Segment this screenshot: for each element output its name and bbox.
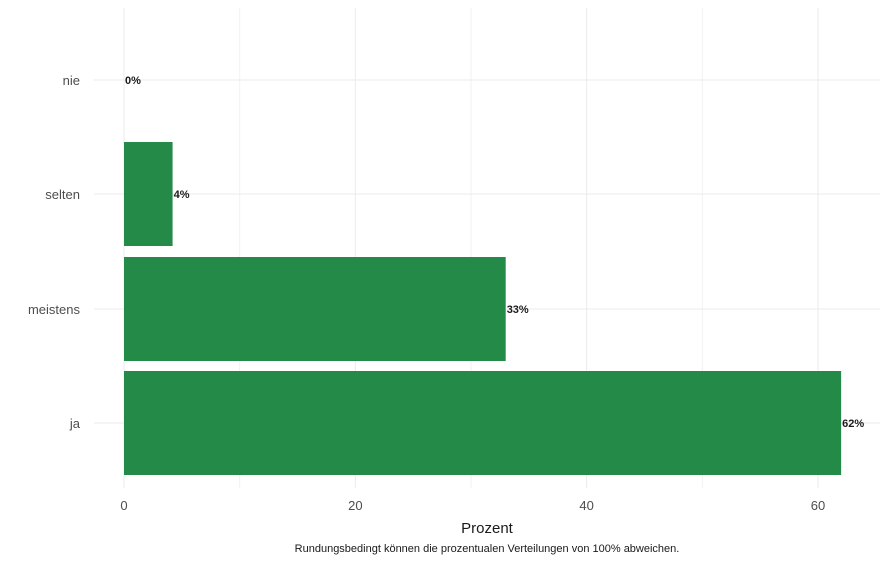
bar-labels: 0% 4% 33% 62% <box>125 75 864 430</box>
y-tick-label-selten: selten <box>45 187 80 202</box>
y-axis-tick-labels: nie selten meistens ja <box>28 73 81 431</box>
bar-selten <box>124 142 173 246</box>
bar-meistens <box>124 257 506 361</box>
y-tick-label-nie: nie <box>63 73 80 88</box>
x-tick-label: 20 <box>348 498 362 513</box>
x-tick-label: 60 <box>811 498 825 513</box>
bar-label-selten: 4% <box>174 189 190 201</box>
bar-label-meistens: 33% <box>507 304 529 316</box>
bar-label-ja: 62% <box>842 418 864 430</box>
y-tick-label-ja: ja <box>69 416 81 431</box>
x-tick-label: 40 <box>579 498 593 513</box>
x-tick-label: 0 <box>120 498 127 513</box>
caption: Rundungsbedingt können die prozentualen … <box>295 543 680 555</box>
bars <box>124 142 842 475</box>
x-axis-title: Prozent <box>461 520 514 537</box>
bar-ja <box>124 371 842 475</box>
x-axis-tick-labels: 0 20 40 60 <box>120 498 825 513</box>
y-tick-label-meistens: meistens <box>28 302 81 317</box>
bar-label-nie: 0% <box>125 75 141 87</box>
